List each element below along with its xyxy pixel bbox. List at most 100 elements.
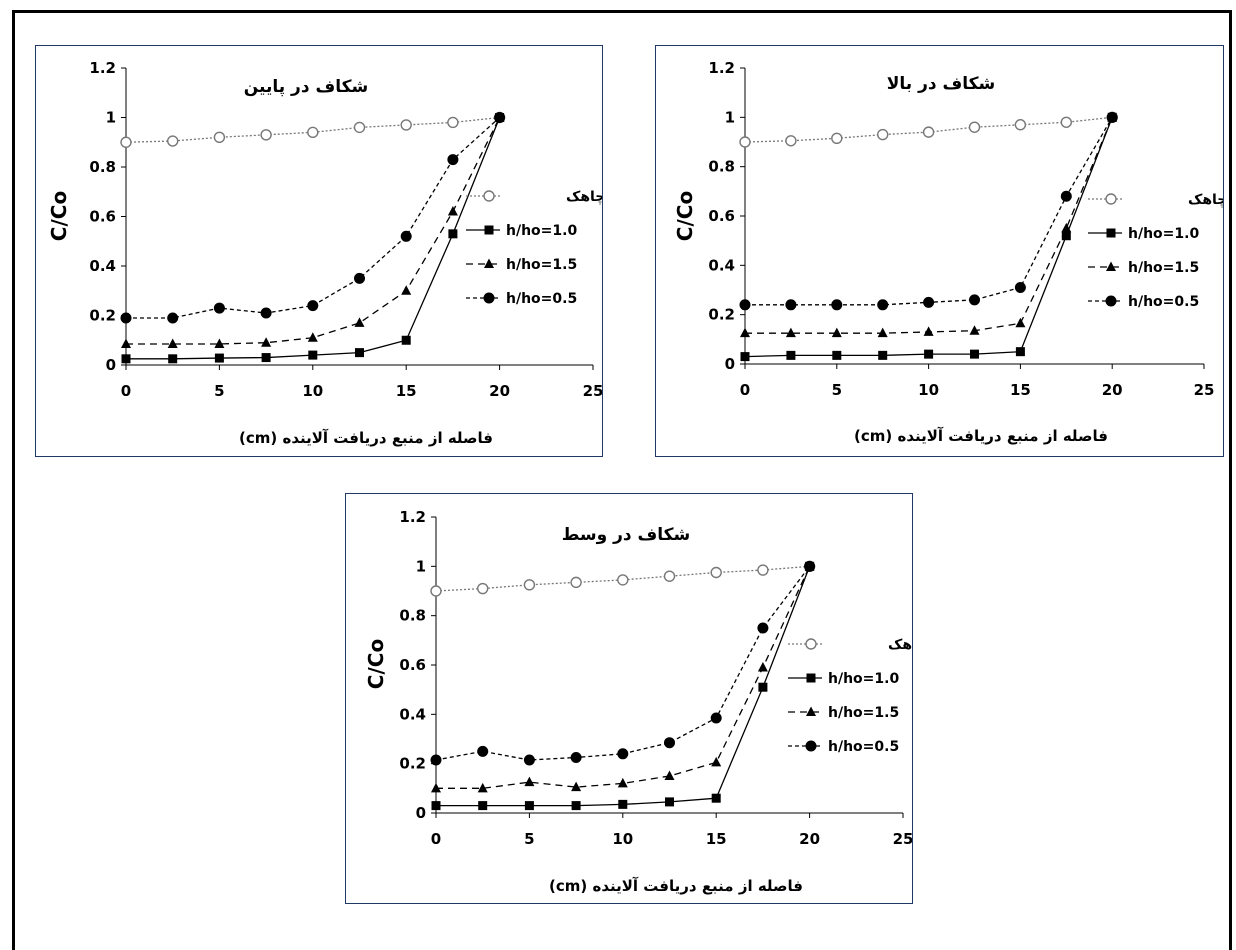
legend-label: h/ho=0.5: [828, 739, 899, 755]
chart-svg: 0 0.2 0.4 0.6 0.8 1 1.2 0 5 10 15 20 25 شکاف در بالا C…: [673, 59, 1223, 445]
data-point: [785, 135, 797, 147]
legend-label: h/ho=1.5: [828, 705, 899, 721]
series-line: [435, 565, 810, 592]
series-line: [436, 566, 811, 789]
y-tick-label: 0.2: [89, 307, 116, 325]
data-point: [476, 582, 489, 595]
data-point: [663, 570, 676, 582]
y-axis-label: C/Co: [47, 191, 71, 241]
legend-marker: [806, 673, 816, 683]
data-point: [664, 737, 675, 749]
y-tick-label: 0.2: [708, 306, 735, 324]
data-point: [261, 337, 272, 347]
data-point: [307, 332, 318, 342]
data-point: [831, 132, 843, 145]
data-point: [570, 752, 582, 763]
data-point: [307, 300, 319, 312]
data-point: [739, 136, 751, 148]
legend-marker: [484, 225, 494, 235]
y-tick-label: 1: [416, 557, 426, 575]
data-point: [785, 299, 797, 311]
data-point: [1106, 111, 1118, 123]
data-point: [448, 229, 458, 239]
data-point: [877, 327, 888, 338]
data-point: [1061, 231, 1071, 241]
data-point: [121, 354, 131, 364]
chart-svg: 0 0.2 0.4 0.6 0.8 1 1.2 0 5 10 15 20 25 شکاف در وسط C/…: [364, 508, 912, 895]
y-tick-label: 0.8: [399, 607, 426, 625]
data-point: [1015, 317, 1026, 328]
data-point: [1060, 190, 1072, 202]
x-tick-label: 10: [612, 830, 633, 848]
data-point: [431, 801, 441, 811]
legend-label: h/ho=0.5: [506, 291, 577, 307]
y-tick-label: 1.2: [89, 59, 116, 77]
x-tick-label: 20: [799, 830, 820, 848]
data-point: [740, 352, 750, 362]
y-tick-label: 0.4: [89, 257, 116, 275]
data-point: [260, 129, 272, 141]
y-tick-label: 0.6: [708, 207, 735, 225]
data-point: [1014, 119, 1027, 131]
legend-marker: [806, 706, 816, 716]
data-point: [213, 302, 225, 314]
data-point: [447, 206, 458, 216]
data-point: [785, 327, 796, 338]
data-point: [400, 119, 412, 131]
x-tick-label: 25: [1194, 381, 1215, 399]
chart-panel-top-gap: 0 0.2 0.4 0.6 0.8 1 1.2 0 5 10 15 20 25 شکاف در بالا C…: [655, 45, 1224, 457]
data-point: [167, 312, 179, 324]
data-point: [354, 272, 365, 284]
data-point: [571, 801, 581, 811]
x-tick-label: 5: [832, 381, 842, 399]
data-point: [758, 682, 768, 692]
x-axis-label: فاصله از منبع دریافت آلاینده (cm): [239, 429, 493, 447]
data-point: [354, 317, 365, 327]
data-point: [710, 712, 722, 724]
legend-marker: [483, 292, 495, 304]
data-point: [664, 770, 675, 780]
chart-title: شکاف در پایین: [244, 77, 368, 97]
x-tick-label: 25: [893, 830, 912, 848]
data-point: [924, 349, 934, 359]
y-axis-label: C/Co: [673, 191, 697, 241]
x-tick-label: 20: [1102, 381, 1123, 399]
data-point: [617, 777, 628, 788]
legend-marker: [1105, 295, 1117, 307]
x-tick-label: 20: [489, 382, 510, 400]
data-point: [923, 296, 935, 308]
data-point: [1060, 116, 1072, 128]
x-tick-label: 15: [1010, 381, 1031, 399]
data-point: [166, 135, 179, 147]
data-point: [877, 299, 889, 311]
data-point: [261, 353, 271, 363]
data-point: [431, 782, 441, 793]
y-tick-label: 1.2: [399, 508, 426, 526]
legend-marker: [805, 740, 817, 752]
y-tick-label: 0: [106, 356, 116, 374]
data-point: [523, 579, 536, 591]
series-line: [745, 117, 1113, 306]
data-point: [710, 566, 722, 579]
chart-title: شکاف در وسط: [562, 525, 691, 545]
x-axis-label: فاصله از منبع دریافت آلاینده (cm): [854, 427, 1108, 445]
data-point: [786, 350, 796, 360]
legend-marker: [1105, 193, 1117, 205]
legend-label: بدون چاهک: [1188, 192, 1223, 208]
x-tick-label: 0: [740, 381, 750, 399]
data-point: [524, 776, 535, 787]
x-tick-label: 10: [918, 381, 939, 399]
x-tick-label: 25: [583, 382, 602, 400]
y-tick-label: 0: [416, 804, 426, 822]
data-point: [121, 338, 131, 348]
x-tick-label: 0: [121, 382, 131, 400]
data-point: [922, 126, 935, 138]
x-tick-label: 15: [396, 382, 417, 400]
data-point: [804, 560, 816, 572]
y-tick-label: 0.6: [399, 656, 426, 674]
series-line: [744, 116, 1113, 143]
data-point: [400, 230, 412, 242]
data-point: [832, 350, 842, 360]
data-point: [401, 285, 412, 295]
data-point: [477, 745, 489, 757]
